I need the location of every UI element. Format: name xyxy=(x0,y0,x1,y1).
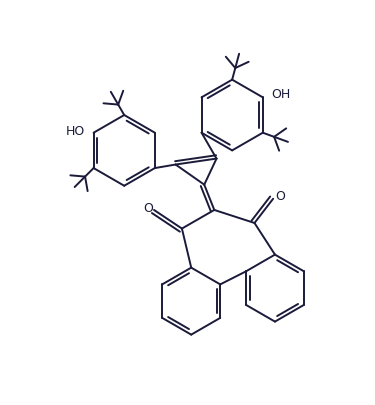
Text: O: O xyxy=(144,202,153,215)
Text: HO: HO xyxy=(66,126,86,139)
Text: O: O xyxy=(275,190,285,203)
Text: OH: OH xyxy=(271,88,290,101)
